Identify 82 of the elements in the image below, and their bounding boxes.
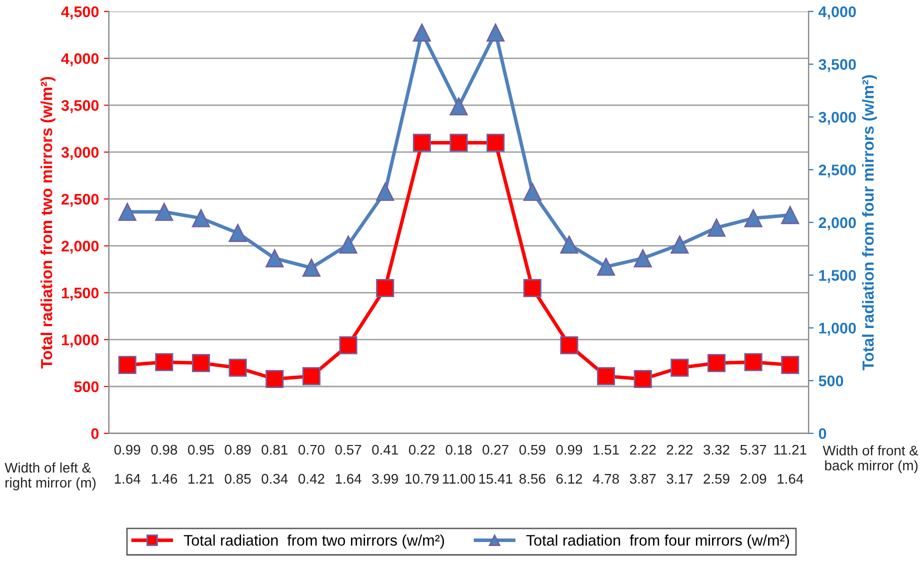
point bbox=[339, 336, 358, 354]
point bbox=[155, 202, 174, 221]
category-label: 0.89 0.85 bbox=[224, 444, 251, 484]
y2-tick-label: 1,500 bbox=[819, 270, 856, 284]
text: Width of left & right mirror (m) bbox=[4, 462, 96, 490]
point bbox=[670, 358, 689, 377]
category-label: 3.32 2.59 bbox=[704, 444, 730, 484]
point bbox=[781, 206, 800, 224]
point bbox=[596, 367, 616, 386]
y-tick-label: 3,500 bbox=[61, 100, 99, 114]
point bbox=[339, 236, 358, 254]
category-label: 5.37 2.09 bbox=[740, 444, 766, 484]
y2-tick-label: 2,500 bbox=[818, 164, 856, 178]
category-label: 0.27 15.41 bbox=[479, 444, 512, 484]
point bbox=[596, 258, 616, 276]
y2-tick-label: 500 bbox=[818, 376, 844, 386]
point bbox=[412, 24, 431, 42]
point bbox=[412, 134, 431, 152]
point bbox=[486, 24, 505, 42]
point bbox=[781, 356, 800, 374]
point bbox=[302, 367, 320, 386]
point bbox=[634, 370, 652, 388]
category-label: 0.81 0.34 bbox=[262, 444, 288, 484]
point bbox=[707, 218, 726, 237]
y2-tick-label: 3,000 bbox=[818, 112, 856, 125]
y-tick-label: 1,000 bbox=[62, 334, 99, 348]
y-tick-label: 500 bbox=[74, 381, 99, 392]
y2-axis-title: Total radiation from four mirrors (w/m²) bbox=[862, 75, 877, 370]
point bbox=[192, 354, 210, 372]
category-label: 1.51 4.78 bbox=[592, 444, 619, 484]
point bbox=[560, 336, 578, 354]
category-label: 11.21 1.64 bbox=[774, 444, 806, 484]
y-tick-label: 1,500 bbox=[62, 288, 99, 301]
point bbox=[707, 354, 726, 372]
point bbox=[523, 182, 542, 201]
text: Width of front & back mirror (m) bbox=[822, 445, 918, 474]
y-tick-label: 4,000 bbox=[61, 53, 99, 66]
category-label: 0.59 8.56 bbox=[519, 444, 546, 484]
category-label: 0.70 0.42 bbox=[298, 444, 324, 484]
legend-label: Total radiation from two mirrors (w/m²) bbox=[184, 534, 444, 549]
y2-tick-label: 4,000 bbox=[818, 6, 856, 20]
category-label: 2.22 3.87 bbox=[630, 444, 656, 484]
y2-tick-label: 0 bbox=[818, 428, 826, 440]
y2-tick-label: 2,000 bbox=[818, 217, 856, 230]
y-tick-label: 2,000 bbox=[61, 240, 99, 254]
point bbox=[266, 249, 284, 268]
category-label: 0.99 6.12 bbox=[556, 444, 582, 484]
point bbox=[228, 358, 247, 377]
point bbox=[486, 134, 505, 152]
category-label: 0.57 1.64 bbox=[335, 444, 362, 484]
category-label: 0.99 1.64 bbox=[114, 444, 140, 484]
point bbox=[450, 134, 468, 152]
point bbox=[118, 202, 136, 221]
category-label: 0.22 10.79 bbox=[406, 444, 439, 484]
point bbox=[302, 258, 320, 277]
point bbox=[560, 236, 578, 254]
point bbox=[744, 353, 762, 372]
point bbox=[744, 209, 762, 228]
category-label: 2.22 3.17 bbox=[666, 444, 692, 484]
category-label: 0.41 3.99 bbox=[372, 444, 398, 484]
point bbox=[634, 249, 652, 268]
point bbox=[118, 356, 136, 374]
y2-tick-label: 3,500 bbox=[818, 59, 856, 72]
y-tick-label: 3,000 bbox=[61, 146, 99, 160]
point bbox=[192, 209, 210, 228]
point bbox=[376, 279, 394, 298]
y-tick-label: 0 bbox=[91, 428, 99, 440]
point bbox=[450, 97, 468, 116]
legend-label: Total radiation from four mirrors (w/m²) bbox=[526, 534, 789, 549]
category-label: 0.98 1.46 bbox=[151, 444, 178, 484]
point bbox=[155, 353, 174, 372]
y2-tick-label: 1,000 bbox=[819, 322, 856, 336]
y-tick-label: 2,500 bbox=[61, 194, 99, 207]
category-label: 0.95 1.21 bbox=[188, 444, 214, 484]
point bbox=[266, 370, 284, 388]
category-label: 0.18 11.00 bbox=[442, 444, 476, 484]
point bbox=[670, 236, 689, 254]
y-tick-label: 4,500 bbox=[61, 6, 99, 20]
point bbox=[523, 279, 542, 298]
y-axis-title: Total radiation from two mirrors (w/m²) bbox=[40, 76, 56, 369]
point bbox=[228, 224, 247, 242]
point bbox=[376, 182, 394, 201]
